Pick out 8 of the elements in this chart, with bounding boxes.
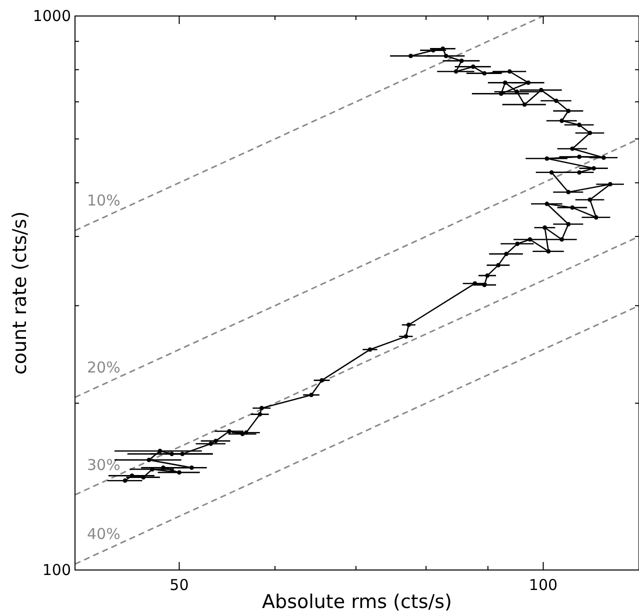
y-tick-label: 1000	[32, 7, 71, 25]
series-label: 20%	[87, 358, 120, 376]
y-axis-title: count rate (cts/s)	[9, 211, 31, 375]
series-label: 40%	[87, 525, 120, 544]
series-label: 30%	[87, 456, 120, 474]
x-axis-title: Absolute rms (cts/s)	[262, 591, 452, 613]
x-tick-label: 50	[170, 576, 189, 594]
series-label: 10%	[87, 192, 120, 210]
